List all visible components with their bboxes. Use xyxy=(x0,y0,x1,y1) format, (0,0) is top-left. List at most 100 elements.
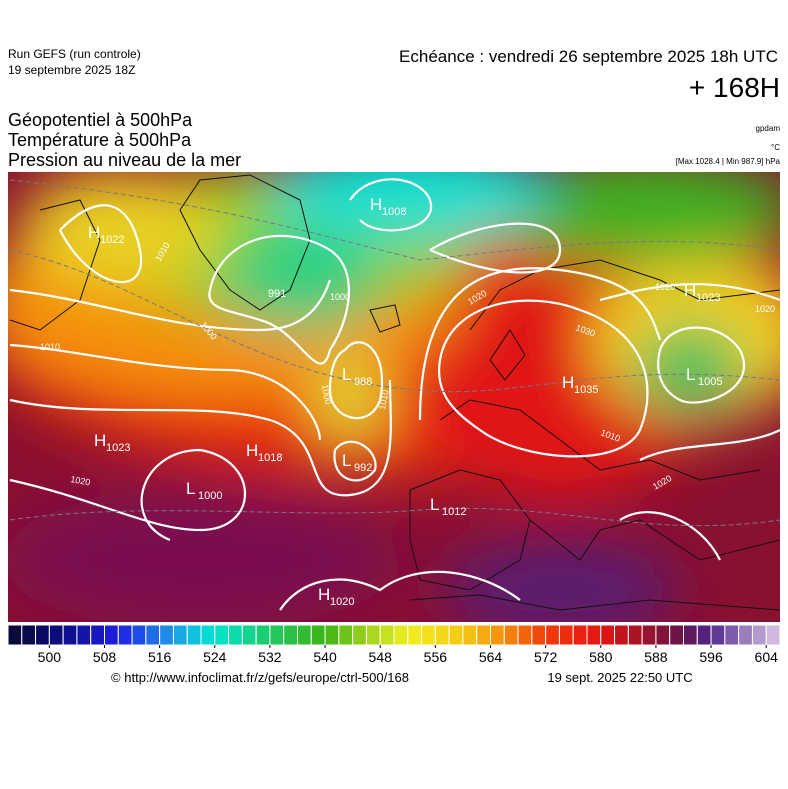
colorbar-swatch xyxy=(503,624,519,646)
colorbar-tick-label: 548 xyxy=(369,649,393,665)
isobar-label: 1000 xyxy=(320,384,333,405)
field: Géopotentiel à 500hPa xyxy=(8,110,193,130)
center-value: 991 xyxy=(268,288,286,300)
colorbar-swatch xyxy=(600,624,616,646)
colorbar-tick-label: 508 xyxy=(93,649,117,665)
field: Pression au niveau de la mer xyxy=(8,150,241,170)
run-date: 19 septembre 2025 18Z xyxy=(8,63,135,77)
colorbar-swatch xyxy=(724,624,740,646)
colorbar-swatch xyxy=(352,624,367,646)
colorbar-swatch xyxy=(324,624,340,646)
colorbar-swatch xyxy=(545,624,560,646)
colorbar-swatch xyxy=(283,624,299,646)
unit: [Max 1028.4 | Min 987.9] hPa xyxy=(676,157,781,166)
center-value: 1012 xyxy=(442,506,466,518)
center-value: 1022 xyxy=(100,234,124,246)
center-value: 1020 xyxy=(330,596,354,608)
colorbar-swatch xyxy=(338,624,354,646)
center-symbol: H xyxy=(562,373,574,392)
center-symbol: H xyxy=(88,223,100,242)
colorbar-swatch xyxy=(186,624,202,646)
colorbar-tick-label: 532 xyxy=(258,649,282,665)
colorbar-swatch xyxy=(131,624,147,646)
run: Run GEFS (run controle) xyxy=(8,47,141,61)
colorbar-swatch xyxy=(228,624,243,646)
colorbar-tick-label: 596 xyxy=(699,649,723,665)
center-value: 1035 xyxy=(574,384,598,396)
colorbar-swatch xyxy=(379,624,395,646)
colorbar-swatch xyxy=(421,624,436,646)
colorbar-swatch xyxy=(517,624,533,646)
colorbar-swatch xyxy=(21,624,37,646)
center-value: 1018 xyxy=(258,452,282,464)
timestamp: 19 sept. 2025 22:50 UTC xyxy=(547,670,692,685)
colorbar-swatch xyxy=(655,624,671,646)
lead: + 168H xyxy=(689,72,780,103)
center-value: 1000 xyxy=(198,490,222,502)
center-symbol: L xyxy=(342,365,351,384)
colorbar-swatch xyxy=(117,624,133,646)
colorbar-swatch xyxy=(76,624,92,646)
colorbar-swatch xyxy=(738,624,753,646)
colorbar-swatch xyxy=(434,624,450,646)
colorbar-swatch xyxy=(255,624,271,646)
center-symbol: H xyxy=(318,585,330,604)
colorbar-swatch xyxy=(407,624,423,646)
center-symbol: H xyxy=(246,441,258,460)
center-value: 1005 xyxy=(698,376,722,388)
center-value: 1008 xyxy=(382,206,406,218)
colorbar-swatch xyxy=(310,624,326,646)
colorbar-swatch xyxy=(614,624,629,646)
colorbar-swatch xyxy=(104,624,119,646)
colorbar-swatch xyxy=(172,624,188,646)
colorbar-swatch xyxy=(710,624,726,646)
source-url: © http://www.infoclimat.fr/z/gefs/europe… xyxy=(111,670,409,685)
map xyxy=(8,172,780,622)
colorbar-swatch xyxy=(7,624,23,646)
colorbar-tick-label: 572 xyxy=(534,649,558,665)
colorbar-swatch xyxy=(669,624,685,646)
colorbar-swatch xyxy=(696,624,712,646)
center-value: 988 xyxy=(354,376,372,388)
colorbar-swatch xyxy=(62,624,78,646)
center-value: 992 xyxy=(354,462,372,474)
field: Température à 500hPa xyxy=(8,130,192,150)
colorbar-swatch xyxy=(683,624,698,646)
colorbar-swatch xyxy=(241,624,257,646)
center-symbol: L xyxy=(186,479,195,498)
colorbar-swatch xyxy=(531,624,547,646)
center-value: 1023 xyxy=(696,292,720,304)
colorbar-swatch xyxy=(462,624,478,646)
colorbar: 500 508 516 524 532 540 548 556 564 572 580 588 596 6… xyxy=(7,624,781,665)
colorbar-tick-label: 516 xyxy=(148,649,172,665)
colorbar-swatch xyxy=(490,624,505,646)
isobar-label: 1020 xyxy=(755,304,775,314)
colorbar-swatch xyxy=(297,624,312,646)
colorbar-swatch xyxy=(90,624,106,646)
colorbar-swatch xyxy=(48,624,64,646)
colorbar-swatch xyxy=(269,624,285,646)
colorbar-tick-label: 500 xyxy=(38,649,62,665)
colorbar-swatch xyxy=(159,624,174,646)
center-symbol: H xyxy=(370,195,382,214)
echeance: Echéance : vendredi 26 septembre 2025 18… xyxy=(399,47,778,66)
colorbar-swatch xyxy=(448,624,464,646)
colorbar-swatch xyxy=(765,624,781,646)
isobar-label: 1010 xyxy=(40,342,60,352)
colorbar-swatch xyxy=(627,624,643,646)
colorbar-swatch xyxy=(393,624,409,646)
colorbar-tick-label: 564 xyxy=(479,649,503,665)
unit: °C xyxy=(771,143,780,152)
colorbar-tick-label: 524 xyxy=(203,649,227,665)
center-value: 1023 xyxy=(106,442,130,454)
colorbar-tick-label: 604 xyxy=(755,649,779,665)
colorbar-tick-label: 588 xyxy=(644,649,668,665)
center-symbol: H xyxy=(94,431,106,450)
colorbar-tick-label: 556 xyxy=(424,649,448,665)
colorbar-swatch xyxy=(586,624,602,646)
colorbar-swatch xyxy=(35,624,50,646)
colorbar-swatch xyxy=(365,624,381,646)
colorbar-swatch xyxy=(572,624,588,646)
